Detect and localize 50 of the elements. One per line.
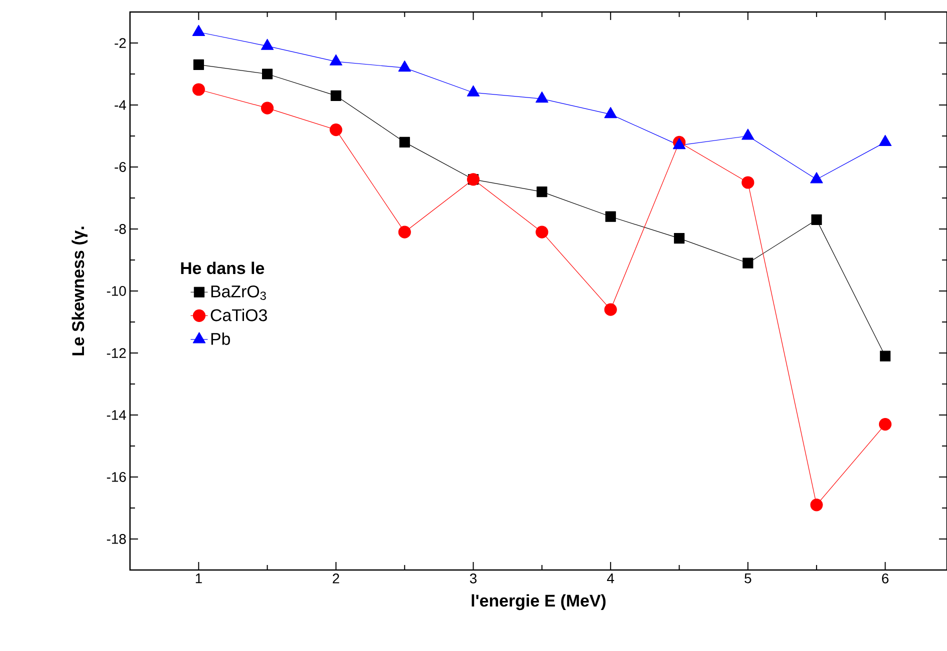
point (536, 91, 548, 103)
point (330, 54, 342, 66)
legend-label: Pb (211, 332, 230, 345)
point (810, 172, 823, 184)
point (466, 85, 480, 96)
point (604, 106, 617, 118)
point (192, 24, 206, 36)
point (742, 258, 754, 268)
x-tick-label: 6 (882, 574, 888, 584)
point (536, 226, 548, 238)
point (260, 38, 274, 50)
point (398, 226, 411, 238)
point (878, 134, 892, 146)
point (604, 303, 617, 316)
point (674, 232, 685, 244)
y-tick-label: -18 (106, 534, 126, 544)
legend-title: He dans le (181, 262, 264, 274)
legend-label: BaZrO$_{3}$ (211, 285, 266, 300)
x-tick-label: 5 (744, 574, 752, 584)
point (261, 102, 274, 114)
point (536, 186, 548, 198)
legend-label: CaTiO3 (210, 308, 267, 322)
y-tick-label: -6 (114, 162, 126, 172)
point (399, 136, 410, 148)
x-tick-label: 1 (196, 574, 202, 584)
y-tick-label: -10 (106, 286, 126, 296)
x-tick-label: 2 (332, 574, 340, 584)
y-tick-label: -8 (114, 224, 126, 234)
point (878, 418, 892, 431)
point (880, 350, 891, 362)
point (192, 83, 205, 96)
point (193, 59, 204, 70)
point (811, 214, 822, 225)
point (330, 90, 342, 101)
point (330, 123, 342, 136)
point (742, 176, 754, 189)
y-tick-label: -12 (106, 348, 126, 358)
point (742, 128, 754, 140)
y-tick-label: -4 (114, 100, 126, 110)
y-tick-label: -16 (106, 472, 126, 482)
x-tick-label: 3 (470, 574, 477, 584)
point (398, 60, 411, 72)
x-tick-label: 4 (607, 574, 614, 584)
x-axis-title: l'energie E (MeV) (472, 594, 606, 610)
point (262, 68, 273, 80)
point (810, 498, 823, 512)
y-axis-title: Le Skewness (γ. (72, 226, 88, 356)
y-tick-label: -2 (114, 38, 126, 48)
y-tick-label: -14 (106, 410, 126, 420)
point (605, 211, 616, 222)
